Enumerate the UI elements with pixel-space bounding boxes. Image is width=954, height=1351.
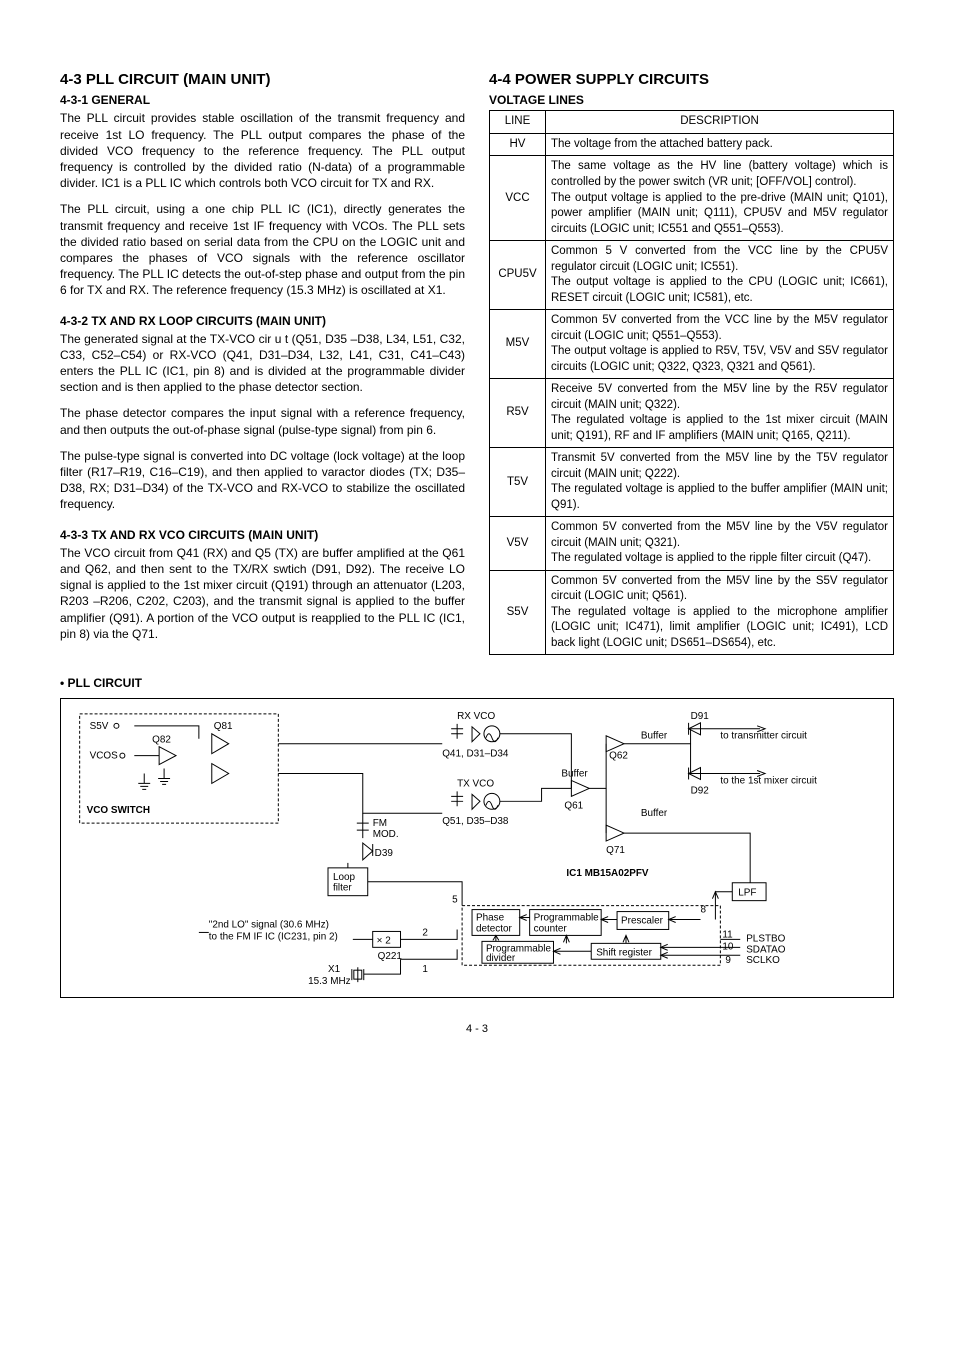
lbl-txvco-sub: Q51, D35–D38 [442, 816, 509, 827]
lbl-q81: Q81 [214, 720, 233, 731]
diagram-container: S5V VCOS VCO SWITCH Q82 Q81 RX VCO Q41, … [60, 698, 894, 998]
line-cell: S5V [490, 570, 546, 655]
lbl-s5v: S5V [90, 720, 109, 731]
th-line: LINE [490, 111, 546, 134]
lbl-buffer-q62: Buffer [641, 730, 668, 741]
right-subtitle: VOLTAGE LINES [489, 92, 894, 108]
lbl-pcounter-1: Programmable [534, 912, 600, 923]
left-column: 4-3 PLL CIRCUIT (MAIN UNIT) 4-3-1 GENERA… [60, 70, 465, 652]
s1-title: 4-3-1 GENERAL [60, 92, 465, 108]
desc-cell: Transmit 5V converted from the M5V line … [546, 448, 894, 517]
right-column: 4-4 POWER SUPPLY CIRCUITS VOLTAGE LINES … [489, 70, 894, 655]
table-row: M5VCommon 5V converted from the VCC line… [490, 310, 894, 379]
line-cell: HV [490, 133, 546, 156]
lbl-pin1: 1 [422, 964, 428, 975]
desc-cell: Common 5 V converted from the VCC line b… [546, 241, 894, 310]
th-desc: DESCRIPTION [546, 111, 894, 134]
lbl-vcoswitch: VCO SWITCH [87, 805, 150, 816]
lbl-fmmod-1: FM [373, 818, 387, 829]
lbl-q221: Q221 [378, 951, 403, 962]
lbl-secondlo-2: to the FM IF IC (IC231, pin 2) [209, 931, 338, 942]
table-row: R5VReceive 5V converted from the M5V lin… [490, 379, 894, 448]
lbl-q61: Q61 [564, 800, 583, 811]
s3-p1: The VCO circuit from Q41 (RX) and Q5 (TX… [60, 545, 465, 642]
line-cell: VCC [490, 156, 546, 241]
lbl-pin2: 2 [422, 927, 428, 938]
lbl-rxvco-sub: Q41, D31–D34 [442, 748, 509, 759]
lbl-d92: D92 [691, 785, 710, 796]
lbl-prescaler: Prescaler [621, 915, 664, 926]
desc-cell: Common 5V converted from the M5V line by… [546, 570, 894, 655]
lbl-phase-2: detector [476, 923, 513, 934]
lbl-pcounter-2: counter [534, 923, 568, 934]
lbl-sclko: SCLKO [746, 955, 780, 966]
lbl-vcos: VCOS [90, 750, 119, 761]
text-columns: 4-3 PLL CIRCUIT (MAIN UNIT) 4-3-1 GENERA… [60, 70, 894, 655]
lbl-pin10: 10 [722, 941, 734, 952]
lbl-pdivider-2: divider [486, 953, 516, 964]
desc-cell: Receive 5V converted from the M5V line b… [546, 379, 894, 448]
line-cell: T5V [490, 448, 546, 517]
s1-p1: The PLL circuit provides stable oscillat… [60, 110, 465, 191]
s3-title: 4-3-3 TX AND RX VCO CIRCUITS (MAIN UNIT) [60, 527, 465, 543]
table-row: T5VTransmit 5V converted from the M5V li… [490, 448, 894, 517]
lbl-pin9: 9 [725, 955, 731, 966]
lbl-fmmod-2: MOD. [373, 829, 399, 840]
lbl-d91: D91 [691, 710, 710, 721]
pll-diagram: S5V VCOS VCO SWITCH Q82 Q81 RX VCO Q41, … [61, 699, 893, 997]
s2-p2: The phase detector compares the input si… [60, 405, 465, 437]
table-row: HVThe voltage from the attached battery … [490, 133, 894, 156]
s2-p1: The generated signal at the TX-VCO cir u… [60, 331, 465, 396]
lbl-buffer-q61: Buffer [561, 768, 588, 779]
right-title: 4-4 POWER SUPPLY CIRCUITS [489, 70, 894, 90]
lbl-q71: Q71 [606, 845, 625, 856]
lbl-x2: × 2 [377, 935, 392, 946]
desc-cell: The voltage from the attached battery pa… [546, 133, 894, 156]
voltage-table: LINE DESCRIPTION HVThe voltage from the … [489, 110, 894, 655]
s2-p3: The pulse-type signal is converted into … [60, 448, 465, 513]
s1-p2: The PLL circuit, using a one chip PLL IC… [60, 201, 465, 298]
line-cell: V5V [490, 517, 546, 571]
lbl-pin5: 5 [452, 894, 458, 905]
table-row: CPU5VCommon 5 V converted from the VCC l… [490, 241, 894, 310]
page-number: 4 - 3 [60, 1022, 894, 1037]
lbl-txvco: TX VCO [457, 778, 494, 789]
lbl-ic1: IC1 MB15A02PFV [566, 867, 649, 878]
left-title: 4-3 PLL CIRCUIT (MAIN UNIT) [60, 70, 465, 90]
lbl-plstbo: PLSTBO [746, 933, 785, 944]
lbl-x1-1: X1 [328, 964, 341, 975]
lbl-q82: Q82 [152, 734, 171, 745]
voltage-tbody: HVThe voltage from the attached battery … [490, 133, 894, 654]
lbl-x1-2: 15.3 MHz [308, 976, 350, 987]
lbl-d39: D39 [375, 848, 394, 859]
lbl-phase-1: Phase [476, 912, 505, 923]
lbl-sdatao: SDATAO [746, 944, 786, 955]
lbl-loopfilter-1: Loop [333, 871, 356, 882]
desc-cell: The same voltage as the HV line (battery… [546, 156, 894, 241]
lbl-rxvco: RX VCO [457, 710, 495, 721]
line-cell: M5V [490, 310, 546, 379]
lbl-loopfilter-2: filter [333, 882, 352, 893]
lbl-to-tx: to transmitter circuit [720, 730, 807, 741]
table-row: S5VCommon 5V converted from the M5V line… [490, 570, 894, 655]
lbl-lpf: LPF [738, 887, 756, 898]
table-row: V5VCommon 5V converted from the M5V line… [490, 517, 894, 571]
lbl-secondlo-1: "2nd LO" signal (30.6 MHz) [209, 919, 329, 930]
desc-cell: Common 5V converted from the M5V line by… [546, 517, 894, 571]
lbl-to-mixer: to the 1st mixer circuit [720, 775, 817, 786]
lbl-pin11: 11 [722, 929, 733, 940]
table-row: VCCThe same voltage as the HV line (batt… [490, 156, 894, 241]
desc-cell: Common 5V converted from the VCC line by… [546, 310, 894, 379]
diagram-title: • PLL CIRCUIT [60, 675, 894, 691]
line-cell: CPU5V [490, 241, 546, 310]
s2-title: 4-3-2 TX AND RX LOOP CIRCUITS (MAIN UNIT… [60, 313, 465, 329]
line-cell: R5V [490, 379, 546, 448]
lbl-shiftreg: Shift register [596, 947, 652, 958]
lbl-buffer-q71: Buffer [641, 808, 668, 819]
lbl-pin8: 8 [701, 904, 707, 915]
lbl-q62: Q62 [609, 750, 628, 761]
